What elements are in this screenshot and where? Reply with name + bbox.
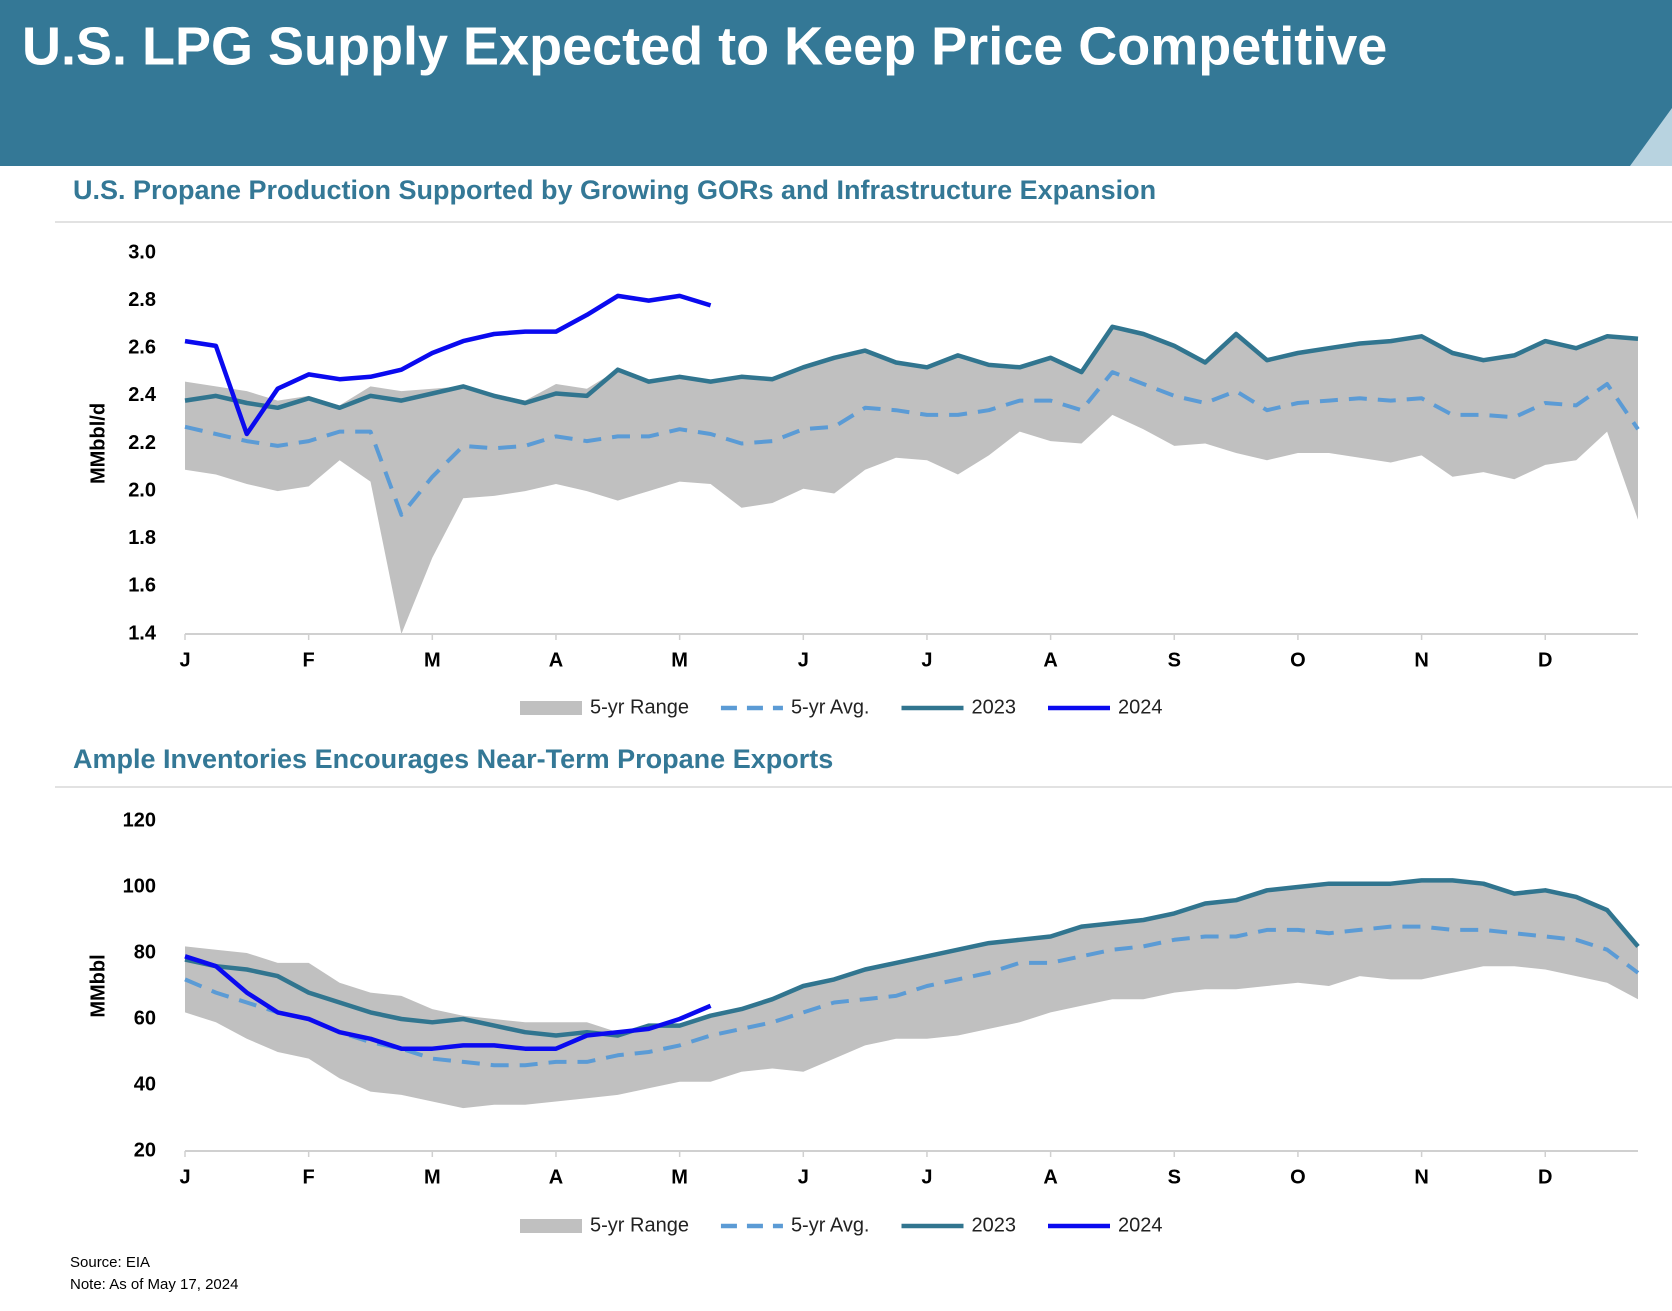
x-tick-label: J — [798, 1166, 809, 1188]
x-tick-label: F — [303, 649, 315, 671]
y-tick-label: 3.0 — [128, 241, 156, 263]
chart-title: U.S. Propane Production Supported by Gro… — [73, 175, 1156, 205]
range-area — [185, 326, 1638, 634]
x-tick-label: J — [179, 649, 190, 671]
x-tick-label: F — [303, 1166, 315, 1188]
y-tick-label: 2.6 — [128, 337, 156, 359]
legend-label: 5-yr Range — [590, 1214, 689, 1236]
series-line — [184, 324, 1639, 411]
series-line — [184, 370, 1640, 517]
legend-swatch — [520, 1219, 582, 1233]
legend-label: 2023 — [972, 696, 1017, 718]
y-tick-label: 20 — [134, 1139, 156, 1161]
y-tick-label: 2.8 — [128, 289, 156, 311]
legend-label: 5-yr Avg. — [791, 696, 870, 718]
x-tick-label: M — [424, 649, 441, 671]
x-tick-label: A — [549, 649, 563, 671]
x-tick-label: A — [1043, 1166, 1057, 1188]
y-tick-label: 2.4 — [128, 384, 157, 406]
page-title: U.S. LPG Supply Expected to Keep Price C… — [22, 16, 1387, 76]
x-tick-label: J — [179, 1166, 190, 1188]
x-tick-label: M — [671, 649, 688, 671]
y-tick-label: 1.6 — [128, 575, 156, 597]
date-note: Note: As of May 17, 2024 — [70, 1276, 238, 1293]
y-tick-label: 2.0 — [128, 479, 156, 501]
series-line — [184, 293, 712, 437]
legend-label: 2024 — [1118, 1214, 1163, 1236]
series-line — [184, 954, 712, 1051]
x-tick-label: J — [798, 649, 809, 671]
x-tick-label: A — [1043, 649, 1057, 671]
x-tick-label: O — [1290, 1166, 1306, 1188]
y-tick-label: 60 — [134, 1007, 156, 1029]
header-band — [0, 0, 1672, 166]
legend-label: 5-yr Avg. — [791, 1214, 870, 1236]
x-tick-label: M — [424, 1166, 441, 1188]
y-tick-label: 2.2 — [128, 432, 156, 454]
range-area — [185, 880, 1638, 1109]
x-tick-label: O — [1290, 649, 1306, 671]
y-tick-label: 40 — [134, 1073, 156, 1095]
y-tick-label: 100 — [123, 875, 156, 897]
y-axis-label: MMbbl/d — [87, 403, 109, 484]
y-tick-label: 1.8 — [128, 527, 156, 549]
y-tick-label: 80 — [134, 941, 156, 963]
source-note: Source: EIA — [70, 1254, 150, 1271]
chart-title: Ample Inventories Encourages Near-Term P… — [73, 744, 833, 774]
y-tick-label: 1.4 — [128, 622, 157, 644]
x-tick-label: A — [549, 1166, 563, 1188]
x-tick-label: J — [921, 649, 932, 671]
legend-swatch — [520, 701, 582, 715]
x-tick-label: S — [1168, 649, 1181, 671]
y-axis-label: MMbbl — [87, 954, 109, 1017]
legend-label: 2023 — [972, 1214, 1017, 1236]
legend-label: 5-yr Range — [590, 696, 689, 718]
y-tick-label: 120 — [123, 809, 156, 831]
x-tick-label: S — [1168, 1166, 1181, 1188]
x-tick-label: D — [1538, 1166, 1552, 1188]
header-accent — [1630, 108, 1672, 166]
x-tick-label: M — [671, 1166, 688, 1188]
x-tick-label: J — [921, 1166, 932, 1188]
legend-label: 2024 — [1118, 696, 1163, 718]
series-line — [184, 878, 1640, 1038]
x-tick-label: N — [1414, 1166, 1428, 1188]
x-tick-label: D — [1538, 649, 1552, 671]
x-tick-label: N — [1414, 649, 1428, 671]
